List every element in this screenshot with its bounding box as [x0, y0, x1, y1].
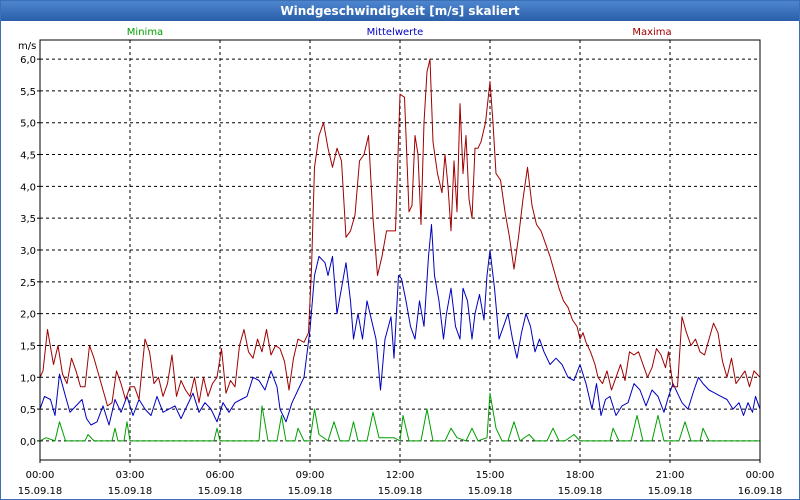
y-tick-label: 3,0 [20, 246, 36, 257]
x-tick-time-label: 18:00 [566, 470, 595, 481]
y-tick-label: 5,5 [20, 87, 36, 98]
y-tick-label: 3,5 [20, 214, 36, 225]
x-tick-time-label: 21:00 [656, 470, 685, 481]
series-group [39, 58, 761, 442]
legend-entry-mittelwerte: Mittelwerte [367, 27, 424, 38]
x-tick-time-label: 15:00 [476, 470, 505, 481]
y-tick-label: 4,5 [20, 151, 36, 162]
y-tick-label: 1,5 [20, 341, 36, 352]
x-tick-time-label: 06:00 [206, 470, 235, 481]
x-tick-date-label: 15.09.18 [288, 486, 333, 497]
x-tick-time-label: 00:00 [26, 470, 55, 481]
x-tick-date-label: 16.09.18 [738, 486, 783, 497]
x-tick-date-label: 15.09.18 [378, 486, 423, 497]
y-tick-label: 0,5 [20, 405, 36, 416]
x-tick-date-label: 15.09.18 [468, 486, 513, 497]
legend-entry-minima: Minima [127, 27, 163, 38]
y-tick-label: 6,0 [20, 55, 36, 66]
x-tick-time-label: 03:00 [116, 470, 145, 481]
y-tick-label: 0,0 [20, 437, 36, 448]
window-title: Windgeschwindigkeit [m/s] skaliert [1, 1, 799, 21]
y-axis: 0,0 0,5 1,0 1,5 2,0 2,5 3,0 3,5 4,0 4,5 5,0 5,5 6,0 [20, 55, 40, 448]
y-tick-label: 2,0 [20, 310, 36, 321]
x-tick-time-label: 09:00 [296, 470, 325, 481]
series-line-minima [39, 392, 760, 442]
legend-entry-maxima: Maxima [632, 27, 671, 38]
legend: Minima Mittelwerte Maxima [127, 27, 672, 38]
y-axis-unit-label: m/s [18, 41, 36, 52]
x-tick-time-label: 12:00 [386, 470, 415, 481]
x-tick-time-label: 00:00 [746, 470, 775, 481]
y-tick-label: 1,0 [20, 373, 36, 384]
x-axis: 00:00 15.09.18 03:00 15.09.18 06:00 15.09.18 0… [18, 460, 783, 497]
y-tick-label: 5,0 [20, 119, 36, 130]
x-tick-date-label: 15.09.18 [198, 486, 243, 497]
x-tick-date-label: 15.09.18 [558, 486, 603, 497]
x-tick-date-label: 15.09.18 [18, 486, 63, 497]
x-tick-date-label: 15.09.18 [648, 486, 693, 497]
series-line-maxima [39, 58, 761, 407]
y-tick-label: 4,0 [20, 182, 36, 193]
x-tick-date-label: 15.09.18 [108, 486, 153, 497]
y-tick-label: 2,5 [20, 278, 36, 289]
series-line-mittelwerte [39, 224, 761, 426]
